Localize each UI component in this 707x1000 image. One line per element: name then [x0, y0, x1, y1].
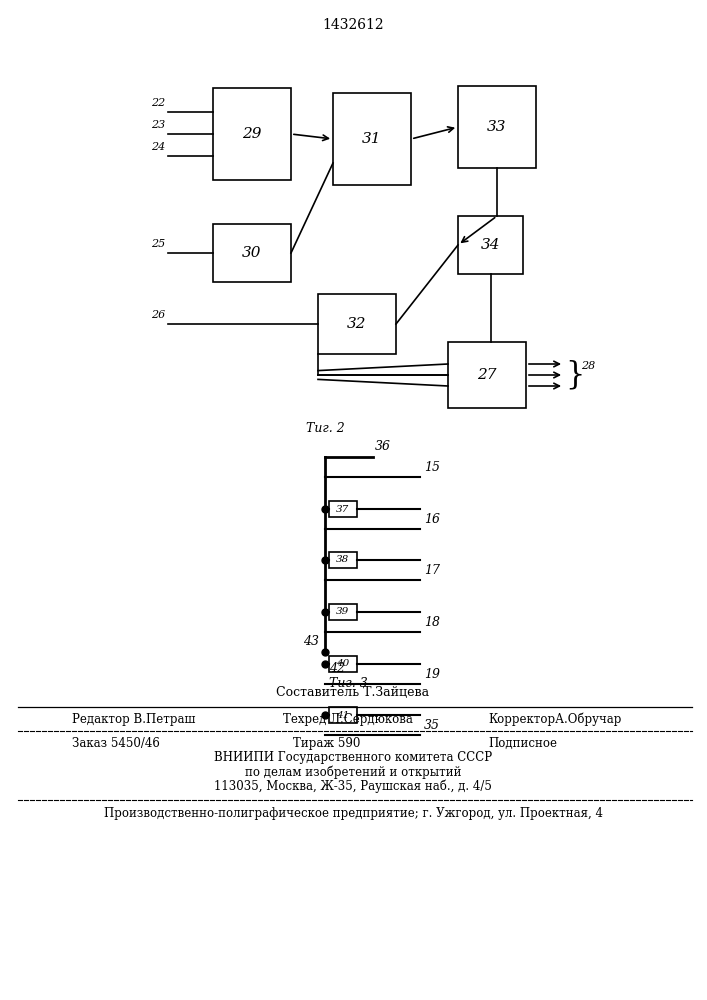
- Text: Тираж 590: Тираж 590: [293, 736, 361, 750]
- Text: 30: 30: [243, 246, 262, 260]
- Text: 36: 36: [375, 440, 391, 453]
- Text: Составитель Т.Зайцева: Составитель Т.Зайцева: [276, 686, 430, 698]
- Text: 113035, Москва, Ж-35, Раушская наб., д. 4/5: 113035, Москва, Ж-35, Раушская наб., д. …: [214, 779, 492, 793]
- Text: 43: 43: [303, 635, 319, 648]
- Text: Редактор В.Петраш: Редактор В.Петраш: [72, 712, 195, 726]
- Text: 29: 29: [243, 127, 262, 141]
- Text: 16: 16: [424, 513, 440, 526]
- FancyBboxPatch shape: [318, 294, 396, 354]
- Text: Техред Л.Сердюкова: Техред Л.Сердюкова: [283, 712, 413, 726]
- Text: Подписное: Подписное: [488, 736, 557, 750]
- Text: 33: 33: [487, 120, 507, 134]
- Text: 32: 32: [347, 317, 367, 331]
- Text: 17: 17: [424, 564, 440, 577]
- Text: 27: 27: [477, 368, 497, 382]
- Text: Заказ 5450/46: Заказ 5450/46: [72, 736, 160, 750]
- FancyBboxPatch shape: [329, 604, 357, 620]
- Text: 25: 25: [151, 239, 165, 249]
- FancyBboxPatch shape: [213, 224, 291, 282]
- Text: 24: 24: [151, 142, 165, 152]
- Text: 38: 38: [337, 556, 350, 564]
- FancyBboxPatch shape: [329, 552, 357, 568]
- FancyBboxPatch shape: [213, 88, 291, 180]
- Text: 40: 40: [337, 660, 350, 668]
- Text: 19: 19: [424, 668, 440, 681]
- Text: 34: 34: [481, 238, 501, 252]
- Text: 39: 39: [337, 607, 350, 616]
- Text: КорректорА.Обручар: КорректорА.Обручар: [488, 712, 621, 726]
- FancyBboxPatch shape: [329, 501, 357, 517]
- Text: 42: 42: [329, 662, 345, 675]
- FancyBboxPatch shape: [458, 216, 523, 274]
- Text: 23: 23: [151, 120, 165, 130]
- FancyBboxPatch shape: [458, 86, 536, 168]
- Text: 37: 37: [337, 504, 350, 514]
- Text: 41: 41: [337, 710, 350, 720]
- FancyBboxPatch shape: [329, 707, 357, 723]
- Text: ВНИИПИ Государственного комитета СССР: ВНИИПИ Государственного комитета СССР: [214, 752, 492, 764]
- Text: 15: 15: [424, 461, 440, 474]
- Text: 1432612: 1432612: [322, 18, 384, 32]
- Text: 31: 31: [362, 132, 382, 146]
- Text: 28: 28: [581, 361, 595, 371]
- Text: по делам изобретений и открытий: по делам изобретений и открытий: [245, 765, 461, 779]
- Text: 35: 35: [424, 719, 440, 732]
- FancyBboxPatch shape: [333, 93, 411, 185]
- Text: Τиг. 3: Τиг. 3: [329, 677, 368, 690]
- Text: 22: 22: [151, 98, 165, 108]
- Text: }: }: [565, 360, 585, 390]
- Text: 26: 26: [151, 310, 165, 320]
- Text: 18: 18: [424, 616, 440, 629]
- Text: Производственно-полиграфическое предприятие; г. Ужгород, ул. Проектная, 4: Производственно-полиграфическое предприя…: [103, 806, 602, 820]
- FancyBboxPatch shape: [448, 342, 526, 408]
- Text: Τиг. 2: Τиг. 2: [305, 422, 344, 434]
- FancyBboxPatch shape: [329, 656, 357, 672]
